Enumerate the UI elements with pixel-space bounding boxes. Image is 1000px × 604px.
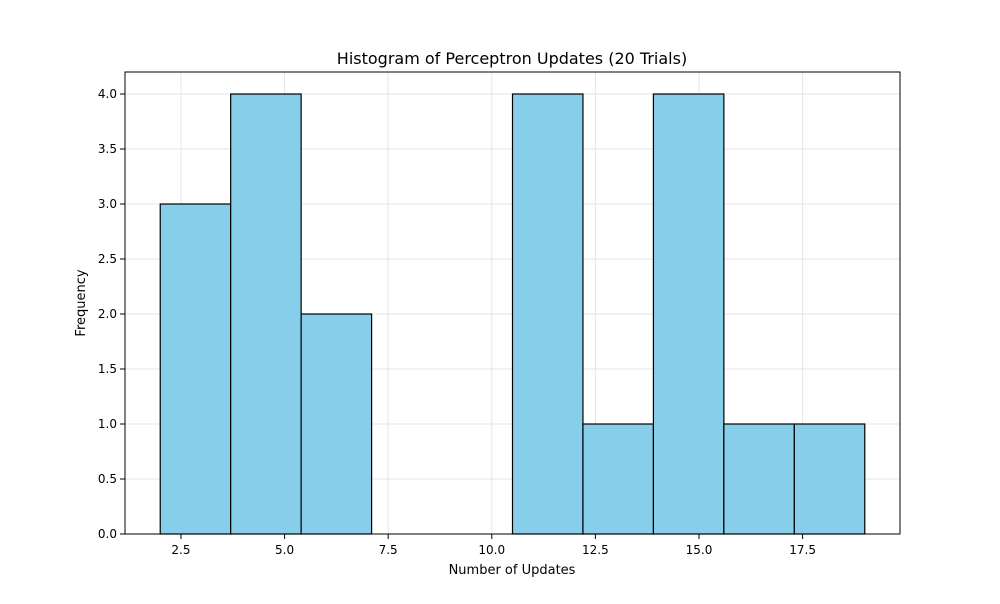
y-axis-label: Frequency bbox=[74, 269, 89, 336]
x-tick-label-0: 2.5 bbox=[171, 543, 190, 557]
histogram-bar-6 bbox=[582, 423, 655, 535]
x-tick-label-4: 12.5 bbox=[582, 543, 609, 557]
histogram-bar-9 bbox=[793, 423, 866, 535]
x-tick-label-1: 5.0 bbox=[275, 543, 294, 557]
y-tick-label-7: 3.5 bbox=[98, 142, 117, 156]
plot-frame bbox=[124, 71, 901, 535]
x-axis-label: Number of Updates bbox=[449, 563, 576, 578]
x-tick-label-2: 7.5 bbox=[379, 543, 398, 557]
x-tick-label-3: 10.0 bbox=[478, 543, 505, 557]
ticks-layer: 2.5 5.0 7.5 10.0 12.5 15.0 17.5 0.0 0.5 1.0 1.5 2.0… bbox=[98, 87, 816, 557]
histogram-bar-0 bbox=[159, 203, 232, 535]
histogram-bar-2 bbox=[300, 313, 373, 535]
chart-title: Histogram of Perceptron Updates (20 Tria… bbox=[337, 49, 687, 68]
y-tick-label-6: 3.0 bbox=[98, 197, 117, 211]
histogram-bar-1 bbox=[230, 93, 302, 535]
histogram-bar-8 bbox=[723, 423, 795, 535]
x-tick-label-6: 17.5 bbox=[789, 543, 816, 557]
y-tick-label-3: 1.5 bbox=[98, 362, 117, 376]
x-tick-label-5: 15.0 bbox=[686, 543, 713, 557]
y-tick-label-5: 2.5 bbox=[98, 252, 117, 266]
y-tick-label-4: 2.0 bbox=[98, 307, 117, 321]
bars-layer bbox=[159, 93, 866, 535]
histogram-bar-5 bbox=[511, 93, 584, 535]
y-tick-label-2: 1.0 bbox=[98, 417, 117, 431]
y-tick-label-1: 0.5 bbox=[98, 472, 117, 486]
histogram-bar-7 bbox=[652, 93, 725, 535]
y-tick-label-8: 4.0 bbox=[98, 87, 117, 101]
y-tick-label-0: 0.0 bbox=[98, 527, 117, 541]
